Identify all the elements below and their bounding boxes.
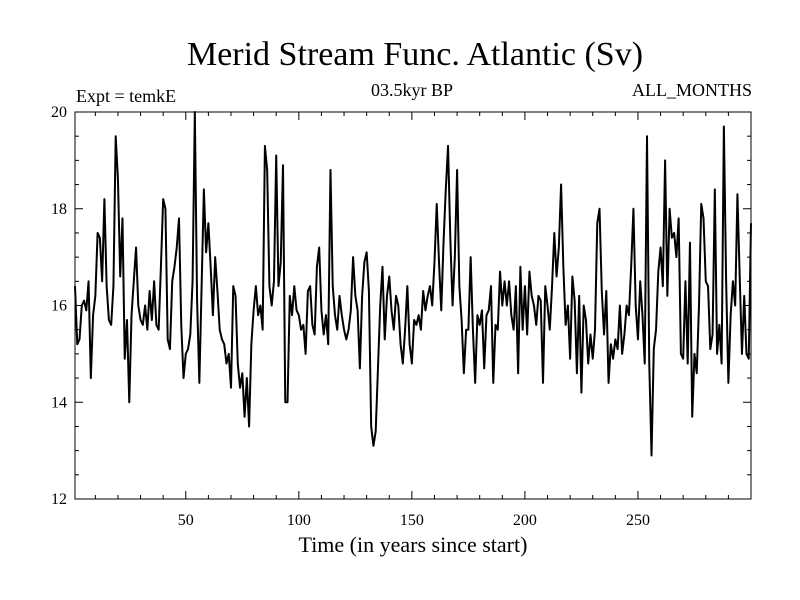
y-tick-label: 20 [51, 104, 67, 121]
y-tick-label: 12 [51, 491, 67, 508]
x-tick-label: 150 [400, 512, 424, 529]
x-axis: 50 100 150 200 250 [94, 112, 729, 529]
x-tick-label: 200 [513, 512, 537, 529]
x-tick-label: 250 [626, 512, 650, 529]
x-tick-label: 100 [287, 512, 311, 529]
chart-title: Merid Stream Func. Atlantic (Sv) [187, 36, 643, 73]
plot-frame [74, 111, 752, 500]
period-label: 03.5kyr BP [371, 80, 453, 100]
y-axis: 12 14 16 18 20 [51, 104, 751, 508]
y-tick-label: 16 [51, 298, 67, 315]
y-tick-label: 18 [51, 201, 67, 218]
x-axis-label: Time (in years since start) [299, 532, 528, 557]
x-tick-label: 50 [178, 512, 194, 529]
experiment-label: Expt = temkE [76, 86, 176, 106]
series-line [74, 111, 752, 457]
y-tick-label: 14 [51, 394, 67, 411]
months-label: ALL_MONTHS [632, 80, 752, 100]
